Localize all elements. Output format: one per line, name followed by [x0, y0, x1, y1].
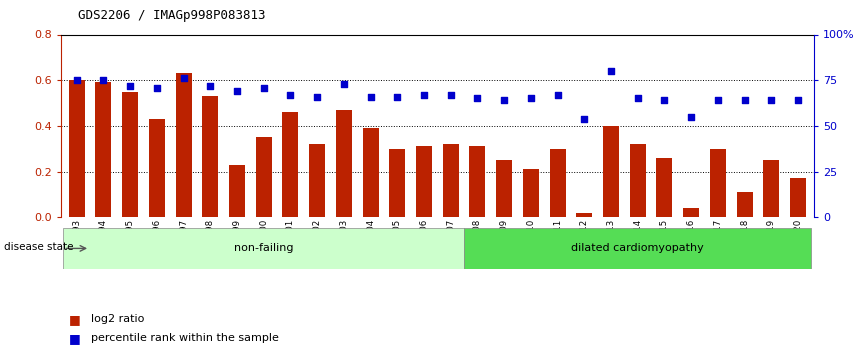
Bar — [149, 119, 165, 217]
Bar — [282, 112, 299, 217]
Bar — [389, 149, 405, 217]
Point — [738, 98, 752, 103]
Point — [711, 98, 725, 103]
Text: dilated cardiomyopathy: dilated cardiomyopathy — [572, 244, 704, 253]
Bar — [176, 73, 191, 217]
Bar — [309, 144, 325, 217]
Point — [256, 85, 270, 90]
Point — [630, 96, 644, 101]
Point — [150, 85, 164, 90]
Point — [337, 81, 351, 87]
Bar — [416, 147, 432, 217]
Bar — [630, 144, 646, 217]
Point — [443, 92, 457, 98]
Bar — [203, 96, 218, 217]
Point — [604, 68, 618, 74]
Bar — [603, 126, 619, 217]
Bar — [469, 147, 486, 217]
Bar — [550, 149, 565, 217]
Bar — [68, 80, 85, 217]
Bar — [790, 178, 806, 217]
Bar — [229, 165, 245, 217]
Bar — [443, 144, 459, 217]
Point — [364, 94, 378, 99]
Bar — [255, 137, 272, 217]
Text: non-failing: non-failing — [234, 244, 294, 253]
Bar — [763, 160, 779, 217]
Bar — [63, 228, 464, 269]
Point — [204, 83, 217, 88]
Point — [230, 88, 244, 94]
Text: ■: ■ — [69, 332, 81, 345]
Point — [310, 94, 324, 99]
Point — [417, 92, 431, 98]
Point — [684, 114, 698, 120]
Bar — [523, 169, 539, 217]
Point — [70, 77, 84, 83]
Bar — [363, 128, 378, 217]
Point — [177, 76, 191, 81]
Point — [123, 83, 137, 88]
Point — [578, 116, 591, 121]
Bar — [710, 149, 726, 217]
Point — [283, 92, 297, 98]
Text: log2 ratio: log2 ratio — [91, 314, 145, 324]
Point — [524, 96, 538, 101]
Point — [96, 77, 110, 83]
Point — [551, 92, 565, 98]
Bar — [122, 92, 138, 217]
Bar — [95, 82, 112, 217]
Text: ■: ■ — [69, 313, 81, 326]
Point — [791, 98, 805, 103]
Text: disease state: disease state — [4, 242, 74, 252]
Point — [497, 98, 511, 103]
Bar — [576, 213, 592, 217]
Bar — [656, 158, 672, 217]
Bar — [737, 192, 753, 217]
Bar — [464, 228, 811, 269]
Bar — [683, 208, 699, 217]
Point — [391, 94, 404, 99]
Text: GDS2206 / IMAGp998P083813: GDS2206 / IMAGp998P083813 — [78, 9, 266, 22]
Bar — [336, 110, 352, 217]
Point — [657, 98, 671, 103]
Bar — [496, 160, 512, 217]
Point — [470, 96, 484, 101]
Text: percentile rank within the sample: percentile rank within the sample — [91, 333, 279, 343]
Point — [765, 98, 779, 103]
